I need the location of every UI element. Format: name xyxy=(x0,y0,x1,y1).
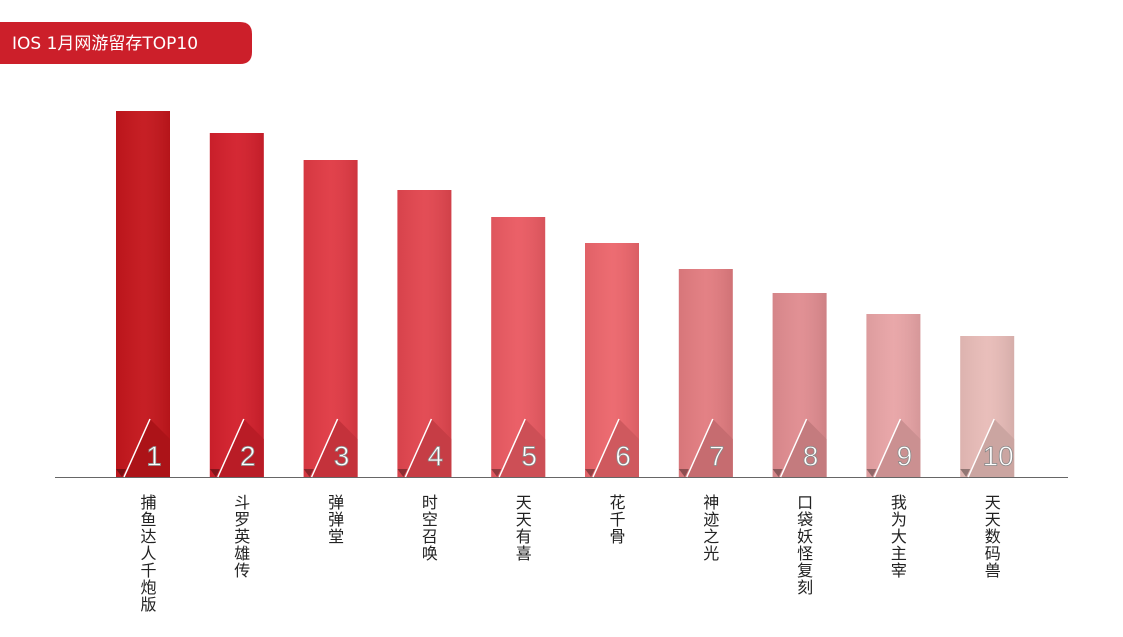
rank-fold xyxy=(217,418,245,478)
rank-tag xyxy=(311,419,358,477)
category-label: 弹弹堂 xyxy=(325,494,344,545)
rank-tag-dark xyxy=(593,419,639,477)
rank-label: 8 xyxy=(803,440,819,471)
title-box xyxy=(0,22,252,64)
rank-tag-dark xyxy=(124,419,170,477)
bar-shade xyxy=(116,111,170,477)
bar-shade xyxy=(303,160,358,477)
rank-foot xyxy=(303,469,314,477)
rank-label: 4 xyxy=(428,440,444,471)
rank-tag xyxy=(968,419,1015,477)
rank-tag xyxy=(780,419,827,477)
category-label: 神迹之光 xyxy=(700,494,719,562)
rank-tag-dark xyxy=(311,419,358,477)
rank-fold xyxy=(310,418,339,478)
rank-foot xyxy=(866,469,877,477)
rank-label: 1 xyxy=(146,440,162,471)
rank-foot xyxy=(678,469,689,477)
rank-foot xyxy=(209,469,220,477)
rank-label: 6 xyxy=(615,440,631,471)
rank-foot xyxy=(397,469,408,477)
rank-label: 2 xyxy=(240,440,256,471)
rank-fold xyxy=(404,418,433,478)
rank-tag xyxy=(124,419,170,477)
rank-fold xyxy=(779,418,808,478)
rank-tag-dark xyxy=(405,419,452,477)
rank-fold xyxy=(592,418,620,478)
bar-shade xyxy=(209,133,264,477)
category-label: 天天有喜 xyxy=(513,494,532,562)
category-label: 口袋妖怪复刻 xyxy=(794,494,813,596)
rank-fold xyxy=(873,418,902,478)
rank-tag xyxy=(874,419,921,477)
rank-tag xyxy=(405,419,452,477)
rank-fold xyxy=(967,418,995,478)
bar-shade xyxy=(397,190,452,477)
rank-tag-dark xyxy=(874,419,921,477)
rank-foot xyxy=(116,469,126,477)
rank-label: 5 xyxy=(521,440,537,471)
rank-label: 10 xyxy=(983,440,1014,471)
rank-foot xyxy=(585,469,595,477)
rank-label: 9 xyxy=(897,440,913,471)
category-label: 时空召唤 xyxy=(419,494,438,562)
category-label: 花千骨 xyxy=(607,494,626,545)
rank-fold xyxy=(686,418,714,478)
rank-tag-dark xyxy=(217,419,264,477)
rank-tag-dark xyxy=(968,419,1015,477)
rank-fold xyxy=(498,418,526,478)
rank-tag-dark xyxy=(780,419,827,477)
category-label: 斗罗英雄传 xyxy=(231,494,250,579)
category-label: 天天数码兽 xyxy=(982,494,1001,579)
category-label: 捕鱼达人千炮版 xyxy=(138,494,157,613)
rank-tag xyxy=(217,419,264,477)
rank-foot xyxy=(772,469,783,477)
rank-label: 7 xyxy=(709,440,725,471)
chart-title: IOS 1月网游留存TOP10 xyxy=(12,34,198,54)
rank-tag-dark xyxy=(499,419,546,477)
rank-tag-dark xyxy=(686,419,733,477)
rank-fold xyxy=(123,418,151,478)
rank-foot xyxy=(960,469,971,477)
rank-tag xyxy=(499,419,546,477)
rank-foot xyxy=(491,469,502,477)
rank-tag xyxy=(686,419,733,477)
rank-label: 3 xyxy=(334,440,350,471)
category-label: 我为大主宰 xyxy=(888,494,907,579)
rank-tag xyxy=(593,419,639,477)
